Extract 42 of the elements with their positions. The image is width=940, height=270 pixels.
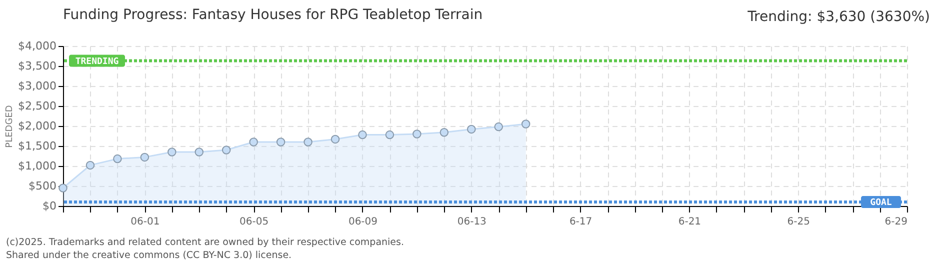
point	[276, 138, 286, 146]
point	[494, 122, 503, 132]
ref-line-label: GOAL	[870, 198, 892, 208]
point	[440, 128, 449, 137]
y-tick-label: $1,000	[18, 160, 56, 172]
y-axis-title: PLEDGED	[5, 105, 16, 148]
point	[412, 130, 422, 138]
x-tick-label: 6-21	[678, 216, 702, 228]
point	[385, 130, 394, 140]
x-tick-label: 06-09	[348, 216, 378, 228]
y-tick-label: $3,000	[18, 80, 56, 92]
chart-title: Funding Progress: Fantasy Houses for RPG Teabletop Terrain	[63, 7, 483, 23]
y-tick-label: $2,000	[18, 120, 56, 132]
y-tick-label: $0	[42, 200, 56, 212]
y-tick-label: $1,500	[18, 140, 56, 152]
y-tick-label: $500	[28, 180, 56, 192]
x-tick-label: 06-01	[130, 216, 160, 228]
y-tick-label: $2,500	[18, 100, 56, 112]
text: (c)2025. Trademarks and related content are owned by their respective companies.	[6, 236, 404, 249]
x-tick-label: 6-17	[569, 216, 592, 228]
x-tick-label: 6-29	[884, 216, 908, 228]
point	[168, 148, 176, 156]
y-tick-label: $4,000	[18, 40, 56, 52]
y-tick-label: $3,500	[18, 60, 56, 72]
point	[194, 148, 204, 156]
point	[304, 138, 312, 146]
point	[521, 120, 530, 128]
x-tick-label: 06-05	[240, 216, 269, 228]
point	[113, 154, 122, 164]
point	[358, 130, 367, 140]
point	[58, 184, 68, 192]
point	[86, 160, 95, 170]
point	[467, 124, 476, 134]
text: Shared under the creative commons (CC BY-NC 3.0) license.	[6, 249, 293, 262]
point	[140, 152, 150, 162]
text: Trending: $3,630 (3630%)	[748, 9, 930, 25]
x-tick-label: 06-13	[457, 216, 486, 228]
point	[249, 138, 258, 146]
x-tick-label: 6-25	[787, 216, 810, 228]
ref-line-label: TRENDING	[75, 56, 119, 67]
point	[330, 134, 340, 144]
point	[222, 146, 231, 154]
